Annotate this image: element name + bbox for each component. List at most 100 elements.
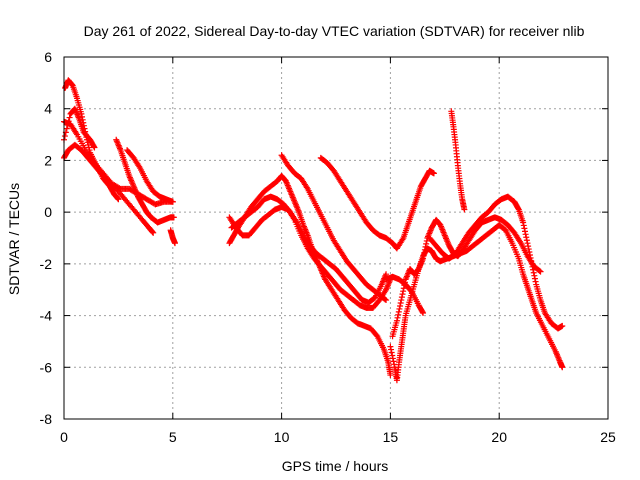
data-point [525, 243, 532, 250]
data-point [527, 254, 534, 261]
data-point [393, 317, 400, 324]
series-track-i [226, 203, 394, 311]
data-point [420, 309, 427, 316]
data-point [390, 358, 397, 365]
data-point [383, 271, 390, 278]
data-point [78, 110, 85, 117]
data-point [524, 240, 531, 247]
plot-frame [63, 56, 609, 420]
data-point [532, 278, 539, 285]
data-point [422, 243, 429, 250]
x-tick-label: 0 [60, 429, 68, 445]
data-point [421, 249, 428, 256]
data-point [91, 144, 98, 151]
data-point [522, 228, 529, 235]
data-point [520, 222, 527, 229]
chart-title: Day 261 of 2022, Sidereal Day-to-day VTE… [84, 23, 585, 39]
data-point [65, 118, 72, 125]
data-point [150, 229, 157, 236]
data-point [397, 300, 404, 307]
data-point [90, 143, 97, 150]
data-point [61, 133, 68, 140]
data-point [530, 269, 537, 276]
data-point [382, 296, 389, 303]
y-tick-label: -4 [40, 308, 53, 324]
data-point [521, 225, 528, 232]
data-point [421, 246, 428, 253]
data-point [387, 343, 394, 350]
data-point [537, 268, 544, 275]
x-tick-label: 10 [274, 429, 290, 445]
data-point [171, 240, 178, 247]
data-point [383, 297, 390, 304]
data-point [397, 302, 404, 309]
data-point [398, 294, 405, 301]
data-point [149, 229, 156, 236]
data-point [559, 322, 566, 329]
series-track-m [387, 222, 566, 384]
plot-border [63, 56, 609, 420]
data-point [528, 260, 535, 267]
data-point [395, 311, 402, 318]
data-point [170, 214, 177, 221]
series-track-j [228, 193, 390, 306]
x-tick-label: 20 [491, 429, 507, 445]
series-track-f [124, 147, 176, 205]
data-point [536, 267, 543, 274]
data-point [423, 240, 430, 247]
x-tick-label: 15 [383, 429, 399, 445]
series-track-q [426, 193, 566, 332]
series-track-p [448, 108, 468, 213]
data-point [399, 291, 406, 298]
data-point [419, 308, 426, 315]
data-point [394, 314, 401, 321]
data-point [525, 246, 532, 253]
data-point [114, 195, 121, 202]
data-point [559, 364, 566, 371]
data-point [531, 275, 538, 282]
data-point [420, 252, 427, 259]
series-track-o [383, 273, 427, 316]
data-point [389, 355, 396, 362]
data-point [398, 297, 405, 304]
series-track-g [167, 227, 178, 247]
data-point [526, 251, 533, 258]
x-axis-label: GPS time / hours [282, 458, 389, 474]
series-track-c [61, 141, 157, 236]
y-tick-label: 4 [44, 101, 52, 117]
data-point [522, 231, 529, 238]
data-point [530, 266, 537, 273]
data-point [531, 272, 538, 279]
data-point [115, 196, 122, 203]
data-point [388, 346, 395, 353]
data-point [420, 255, 427, 262]
data-point [388, 349, 395, 356]
data-point [529, 263, 536, 270]
data-point [461, 206, 468, 213]
data-point [389, 352, 396, 359]
grid-lines [64, 57, 608, 419]
y-tick-label: 0 [44, 204, 52, 220]
data-point [169, 198, 176, 205]
x-tick-label: 5 [169, 429, 177, 445]
data-points [61, 77, 566, 384]
y-tick-label: 2 [44, 152, 52, 168]
y-tick-label: -6 [40, 359, 53, 375]
data-point [395, 308, 402, 315]
data-point [423, 237, 430, 244]
y-tick-label: -8 [40, 411, 53, 427]
series-track-h [226, 172, 394, 379]
axis-ticks: 0 5 10 15 20 25 -8 -6 -4 -2 0 2 4 6 [40, 49, 616, 445]
data-point [66, 114, 73, 121]
data-point [430, 170, 437, 177]
data-point [400, 288, 407, 295]
y-axis-label: SDTVAR / TECUs [6, 183, 22, 295]
data-point [526, 249, 533, 256]
series-track-k [278, 152, 390, 304]
data-point [515, 205, 522, 212]
data-point [396, 305, 403, 312]
series-track-l [317, 154, 437, 252]
data-point [64, 121, 71, 128]
